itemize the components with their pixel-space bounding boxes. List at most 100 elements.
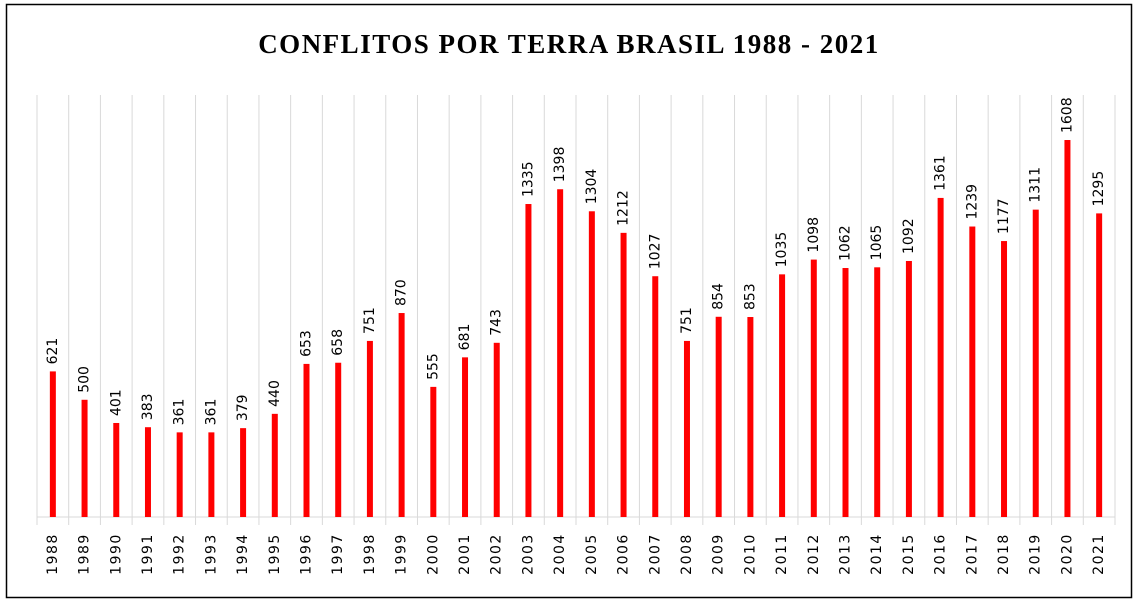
bar — [557, 189, 564, 517]
x-tick-label: 2013 — [838, 533, 854, 575]
x-tick-label: 2020 — [1059, 533, 1075, 575]
x-tick-label: 1990 — [108, 533, 124, 575]
x-tick-label: 1988 — [45, 533, 61, 575]
bar — [335, 362, 342, 517]
data-label: 1361 — [933, 155, 949, 191]
x-tick-label: 1996 — [299, 533, 315, 575]
data-label: 1304 — [584, 169, 600, 205]
data-label: 853 — [742, 283, 758, 310]
data-label: 1027 — [647, 234, 663, 270]
data-label: 1212 — [616, 190, 632, 226]
bar — [366, 340, 373, 517]
bar — [1032, 209, 1039, 518]
data-label: 401 — [108, 389, 124, 416]
data-label: 1239 — [964, 184, 980, 220]
bar — [874, 267, 881, 517]
x-tick-label: 2018 — [996, 533, 1012, 575]
x-tick-label: 2012 — [806, 533, 822, 575]
data-label: 1335 — [520, 161, 536, 197]
x-tick-label: 2016 — [933, 533, 949, 575]
bar — [493, 342, 500, 517]
bar — [462, 357, 469, 517]
x-tick-label: 2004 — [552, 533, 568, 575]
bar — [779, 274, 786, 517]
bar — [303, 363, 310, 517]
data-label: 621 — [45, 338, 61, 365]
data-label: 1062 — [838, 225, 854, 261]
x-tick-label: 2003 — [520, 533, 536, 575]
data-label: 681 — [457, 324, 473, 351]
bar — [525, 204, 532, 517]
bar — [969, 226, 976, 518]
bar — [588, 211, 595, 518]
data-label: 555 — [425, 353, 441, 380]
x-tick-label: 1999 — [394, 533, 410, 575]
x-tick-label: 1992 — [172, 533, 188, 575]
data-label: 1177 — [996, 198, 1012, 234]
x-tick-label: 2008 — [679, 533, 695, 575]
x-tick-label: 1991 — [140, 533, 156, 575]
bar — [810, 259, 817, 517]
x-tick-label: 2009 — [711, 533, 727, 575]
bar — [620, 232, 627, 517]
x-tick-label: 2011 — [774, 533, 790, 575]
x-tick-label: 2015 — [901, 533, 917, 575]
data-label: 653 — [299, 330, 315, 357]
bar — [398, 313, 405, 517]
bar — [1064, 140, 1071, 517]
data-label: 383 — [140, 393, 156, 420]
x-tick-label: 1993 — [203, 533, 219, 575]
data-label: 1608 — [1059, 97, 1075, 133]
data-label: 1295 — [1091, 171, 1107, 207]
data-label: 440 — [267, 380, 283, 407]
x-tick-label: 2005 — [584, 533, 600, 575]
bar — [1096, 213, 1103, 517]
bar — [81, 399, 88, 517]
data-label: 361 — [172, 399, 188, 426]
x-tick-label: 2010 — [742, 533, 758, 575]
chart-border — [5, 3, 1133, 599]
data-label: 658 — [330, 329, 346, 356]
x-tick-label: 2017 — [964, 533, 980, 575]
data-label: 500 — [77, 366, 93, 393]
x-tick-label: 1997 — [330, 533, 346, 575]
bar — [715, 316, 722, 517]
x-tick-label: 2002 — [489, 533, 505, 575]
data-label: 1035 — [774, 232, 790, 268]
data-label: 751 — [362, 307, 378, 334]
x-tick-label: 2000 — [425, 533, 441, 575]
bar — [208, 432, 215, 517]
bar — [747, 317, 754, 517]
bar — [1001, 241, 1008, 517]
data-label: 1311 — [1028, 167, 1044, 203]
bar — [683, 340, 690, 517]
data-label: 1065 — [869, 225, 885, 261]
bar — [905, 260, 912, 517]
x-tick-label: 2021 — [1091, 533, 1107, 575]
data-label: 751 — [679, 307, 695, 334]
bar — [240, 428, 247, 517]
data-label: 1092 — [901, 218, 917, 254]
bar — [842, 268, 849, 517]
data-label: 854 — [711, 283, 727, 310]
bar — [49, 371, 56, 517]
x-tick-label: 2019 — [1028, 533, 1044, 575]
bar — [113, 422, 120, 517]
bar — [144, 427, 151, 517]
x-tick-label: 2006 — [616, 533, 632, 575]
x-tick-label: 1998 — [362, 533, 378, 575]
x-tick-label: 1995 — [267, 533, 283, 575]
x-tick-label: 2007 — [647, 533, 663, 575]
x-tick-label: 2014 — [869, 533, 885, 575]
data-label: 1398 — [552, 147, 568, 183]
data-label: 1098 — [806, 217, 822, 253]
bar — [430, 386, 437, 517]
x-tick-label: 2001 — [457, 533, 473, 575]
bar — [937, 197, 944, 517]
x-tick-label: 1994 — [235, 533, 251, 575]
data-label: 743 — [489, 309, 505, 336]
data-label: 379 — [235, 394, 251, 421]
bar — [271, 413, 278, 517]
chart-title: CONFLITOS POR TERRA BRASIL 1988 - 2021 — [258, 29, 880, 59]
